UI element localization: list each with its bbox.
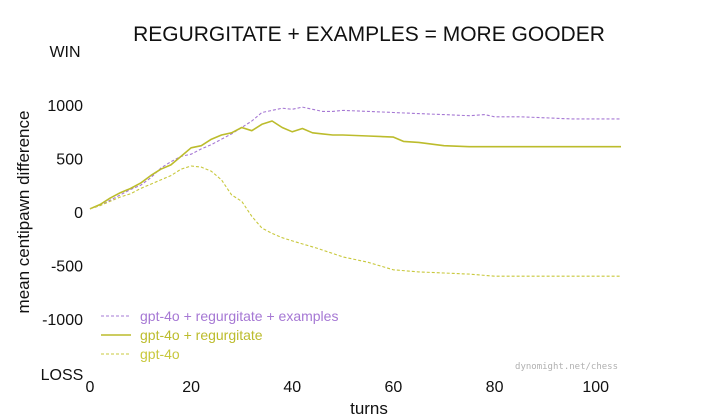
y-axis-label: mean centipawn difference	[14, 111, 33, 314]
watermark: dynomight.net/chess	[515, 362, 618, 372]
y-tick-label: 500	[56, 152, 83, 169]
x-axis-label: turns	[350, 399, 388, 418]
series-lines	[89, 106, 621, 277]
legend-label-2: gpt-4o + regurgitate	[140, 327, 263, 343]
y-bottom-label: LOSS	[41, 367, 84, 384]
legend-label-1: gpt-4o + regurgitate + examples	[140, 308, 338, 324]
x-tick-label: 100	[582, 379, 609, 396]
y-top-label: WIN	[49, 44, 80, 61]
y-tick-label: -500	[51, 259, 83, 276]
legend-label-3: gpt-4o	[140, 346, 180, 362]
y-tick-label: -1000	[42, 312, 83, 329]
y-ticks: 1000 500 0 -500 -1000	[42, 98, 83, 329]
series-line-2	[89, 120, 621, 210]
legend: gpt-4o + regurgitate + examples gpt-4o + …	[101, 308, 338, 362]
series-line-3	[89, 165, 621, 277]
x-tick-label: 80	[486, 379, 504, 396]
series-line-1	[89, 106, 621, 210]
x-ticks: 0 20 40 60 80 100	[86, 379, 610, 396]
y-tick-label: 0	[74, 205, 83, 222]
x-tick-label: 20	[182, 379, 200, 396]
chart-title: REGURGITATE + EXAMPLES = MORE GOODER	[133, 23, 605, 46]
x-tick-label: 0	[86, 379, 95, 396]
x-tick-label: 60	[385, 379, 403, 396]
y-tick-label: 1000	[47, 98, 83, 115]
x-tick-label: 40	[283, 379, 301, 396]
